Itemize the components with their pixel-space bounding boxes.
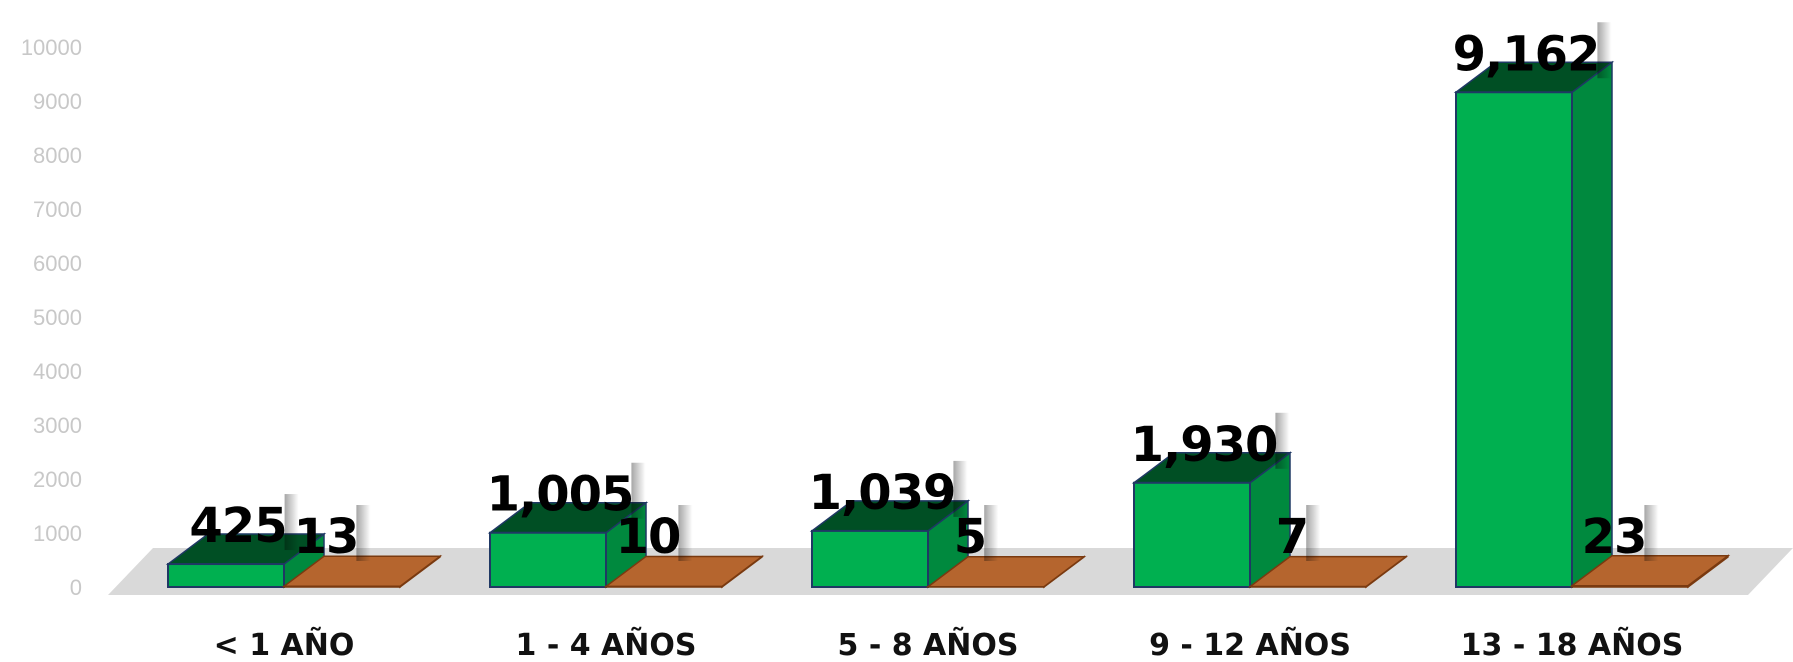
x-tick-label: < 1 AÑO — [214, 626, 355, 662]
data-label: 9,162 — [1453, 26, 1600, 82]
y-tick-label: 2000 — [33, 467, 82, 492]
data-label-group: 1,005 — [487, 462, 646, 523]
data-label: 13 — [294, 509, 359, 565]
y-axis: 0 1000 2000 3000 4000 5000 6000 7000 8000 9000 100… — [21, 35, 82, 600]
data-label: 10 — [616, 509, 681, 565]
bar — [1133, 481, 1251, 588]
y-tick-label: 3000 — [33, 413, 82, 438]
data-label: 7 — [1276, 509, 1308, 565]
x-axis: < 1 AÑO 1 - 4 AÑOS 5 - 8 AÑOS 9 - 12 AÑOS 13… — [214, 626, 1684, 662]
data-label-group: 425 — [189, 494, 299, 554]
data-label-group: 23 — [1582, 505, 1659, 565]
y-tick-label: 6000 — [33, 251, 82, 276]
data-label-shadow — [1644, 505, 1659, 561]
x-tick-label: 13 - 18 AÑOS — [1461, 626, 1684, 662]
data-label-shadow — [284, 494, 299, 551]
data-label-group: 7 — [1276, 505, 1321, 565]
y-tick-label: 10000 — [21, 35, 82, 60]
y-tick-label: 1000 — [33, 521, 82, 546]
bar — [1455, 91, 1573, 588]
data-label-shadow — [1275, 412, 1290, 469]
bar — [489, 531, 607, 588]
data-label-shadow — [1597, 22, 1612, 79]
data-label-shadow — [678, 505, 693, 561]
data-label-shadow — [1306, 505, 1321, 561]
data-label-shadow — [631, 462, 646, 519]
bar — [167, 563, 285, 588]
data-label-group: 5 — [954, 505, 999, 565]
data-label-group: 13 — [294, 505, 371, 565]
bar — [811, 529, 929, 588]
bar — [605, 585, 723, 588]
y-tick-label: 9000 — [33, 89, 82, 114]
data-label: 1,930 — [1131, 417, 1278, 473]
data-label-group: 9,162 — [1453, 22, 1612, 82]
data-label-group: 1,039 — [809, 460, 968, 521]
data-label-group: 10 — [616, 505, 693, 565]
bars — [165, 60, 1731, 589]
data-label-shadow — [953, 460, 968, 517]
bar — [1571, 585, 1689, 588]
y-tick-label: 5000 — [33, 305, 82, 330]
x-tick-label: 5 - 8 AÑOS — [838, 626, 1019, 662]
data-label: 5 — [954, 509, 986, 565]
x-tick-label: 9 - 12 AÑOS — [1149, 626, 1351, 662]
data-label: 23 — [1582, 509, 1647, 565]
data-label: 425 — [189, 498, 286, 554]
data-label-shadow — [356, 505, 371, 561]
y-tick-label: 8000 — [33, 143, 82, 168]
data-label-group: 1,930 — [1131, 412, 1290, 473]
data-label: 1,039 — [809, 465, 956, 521]
x-tick-label: 1 - 4 AÑOS — [516, 626, 697, 662]
data-label: 1,005 — [487, 467, 634, 523]
y-tick-label: 7000 — [33, 197, 82, 222]
y-tick-label: 0 — [70, 575, 82, 600]
bar — [283, 585, 401, 588]
y-tick-label: 4000 — [33, 359, 82, 384]
data-label-shadow — [984, 505, 999, 561]
